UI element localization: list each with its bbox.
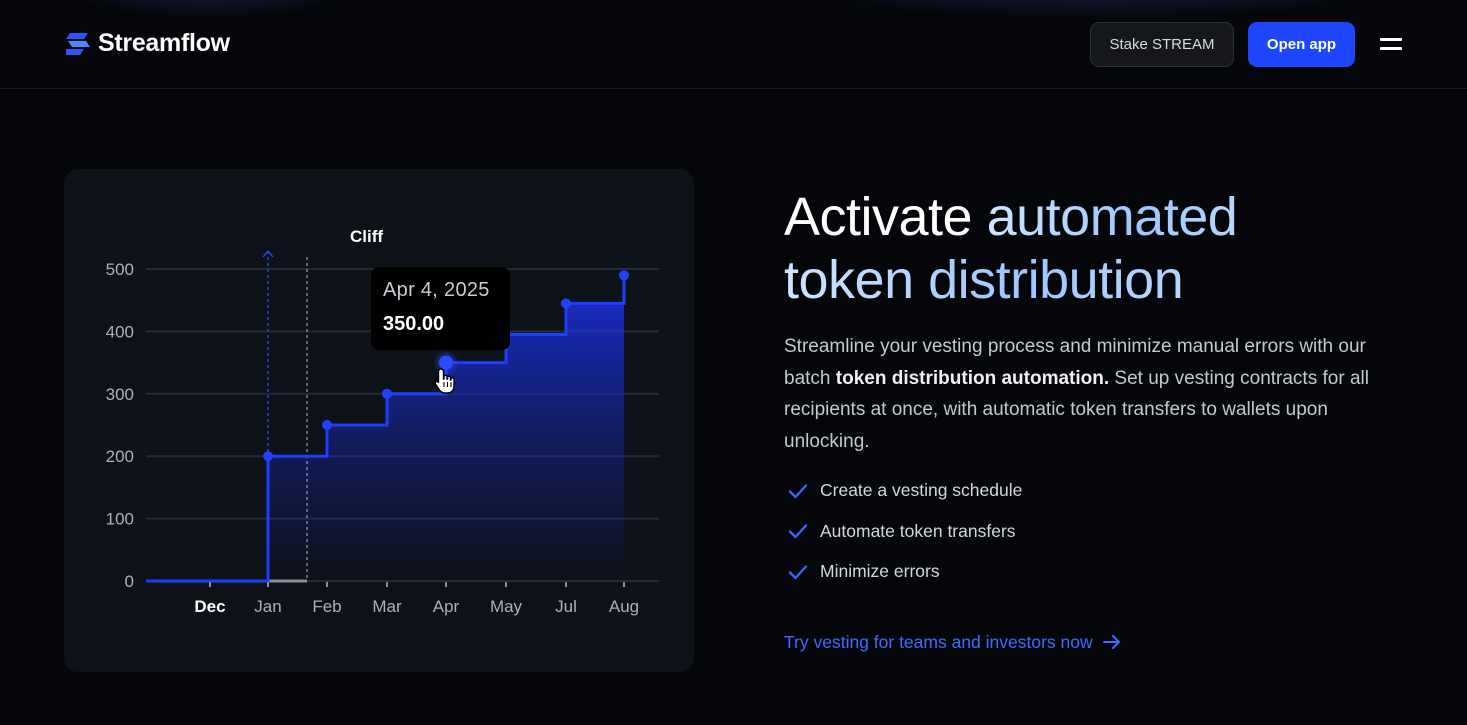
hand-pointer-icon	[434, 368, 455, 394]
x-tick-label: Aug	[609, 597, 639, 616]
cliff-marker-arrow	[262, 249, 274, 258]
y-tick-label: 500	[106, 260, 134, 279]
headline-part-2: token distribution	[784, 250, 1184, 310]
step-line	[146, 275, 626, 583]
check-icon	[788, 524, 808, 539]
feature-item: Create a vesting schedule	[787, 477, 1022, 504]
desc-part-2: Set up vesting contracts for all recipie…	[784, 367, 1369, 452]
x-tick-label: Feb	[312, 597, 341, 616]
open-app-button[interactable]: Open app	[1248, 22, 1355, 67]
data-point	[561, 298, 571, 309]
x-tick-label: Jan	[254, 597, 281, 616]
data-point	[619, 270, 629, 281]
y-tick-label: 100	[106, 510, 134, 529]
data-point	[382, 388, 392, 399]
y-tick-label: 0	[125, 572, 134, 591]
feature-list: Create a vesting schedule Automate token…	[787, 477, 1022, 599]
desc-part-1: Streamline your vesting process and mini…	[784, 336, 1366, 389]
x-tick-label: Dec	[194, 597, 225, 616]
check-icon	[788, 483, 808, 498]
vesting-chart-card: 0 100 200 300 400 500 Cliff Dec Jan Feb Mar Apr May J…	[64, 169, 694, 672]
headline-accent: automated	[986, 187, 1238, 247]
vesting-chart: 0 100 200 300 400 500 Cliff Dec Jan Feb Mar Apr May J…	[106, 227, 659, 616]
headline-part-1: Activate	[784, 187, 987, 247]
feature-item: Automate token transfers	[787, 518, 1022, 545]
tooltip-value: 350.00	[383, 313, 445, 335]
cta-label: Try vesting for teams and investors now	[784, 631, 1093, 652]
tooltip-date: Apr 4, 2025	[383, 279, 490, 301]
y-tick-label: 300	[106, 385, 134, 404]
try-vesting-link[interactable]: Try vesting for teams and investors now	[784, 631, 1123, 653]
x-tick-label: Jul	[555, 597, 577, 616]
data-point-highlighted	[439, 355, 453, 370]
streamflow-logo[interactable]: Streamflow	[64, 29, 230, 58]
data-point	[263, 451, 273, 462]
feature-item: Minimize errors	[787, 558, 1022, 585]
logo-text: Streamflow	[98, 29, 230, 57]
feature-label: Create a vesting schedule	[820, 480, 1023, 500]
stake-stream-button[interactable]: Stake STREAM	[1090, 22, 1234, 67]
desc-bold: token distribution automation.	[835, 367, 1110, 389]
hero-headline: Activate automated token distribution	[784, 186, 1404, 312]
top-nav: Streamflow Stake STREAM Open app	[0, 0, 1467, 89]
hamburger-menu-icon[interactable]	[1376, 32, 1406, 56]
x-tick-label: May	[490, 597, 523, 616]
y-tick-label: 200	[106, 447, 134, 466]
x-tick-label: Mar	[372, 597, 402, 616]
x-tick-label: Apr	[433, 597, 460, 616]
feature-label: Automate token transfers	[820, 520, 1016, 541]
feature-label: Minimize errors	[820, 561, 940, 581]
chart-tooltip: Apr 4, 2025 350.00	[371, 267, 510, 350]
area-fill	[146, 275, 624, 581]
data-point	[322, 420, 332, 430]
hero-description: Streamline your vesting process and mini…	[784, 331, 1404, 457]
y-tick-label: 400	[106, 322, 134, 341]
streamflow-logo-icon	[66, 32, 90, 55]
check-icon	[788, 564, 808, 579]
cliff-annotation: Cliff	[350, 227, 383, 246]
arrow-right-icon	[1102, 635, 1120, 649]
